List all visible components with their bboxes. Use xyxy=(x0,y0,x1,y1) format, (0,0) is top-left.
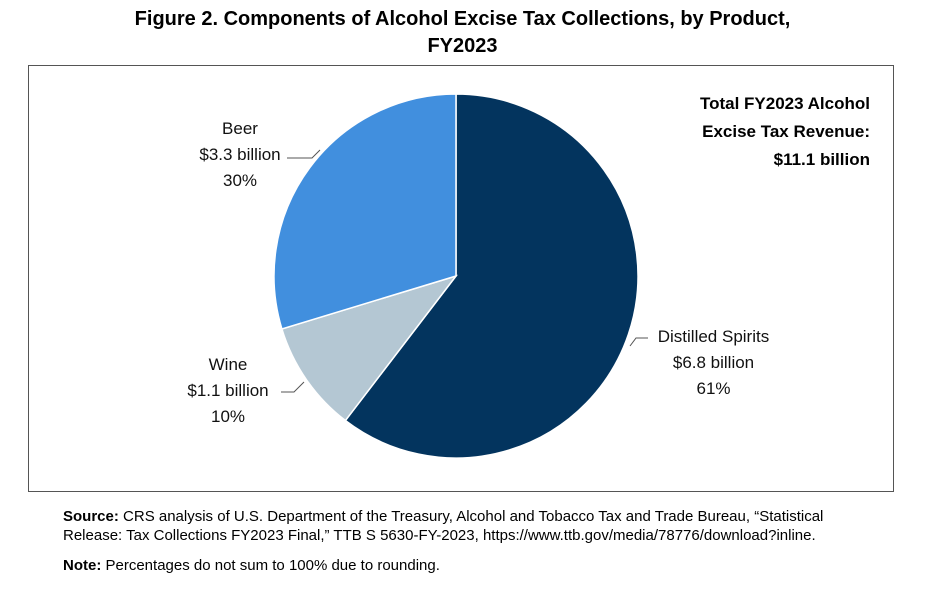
note-text: Percentages do not sum to 100% due to ro… xyxy=(101,557,440,574)
label-wine-name: Wine xyxy=(208,355,248,374)
pie-slice-wine xyxy=(280,274,459,422)
pie-slice-distilled-spirits xyxy=(344,93,639,459)
figure-title-line-1: Figure 2. Components of Alcohol Excise T… xyxy=(134,8,791,30)
label-wine-value: $1.1 billion xyxy=(187,381,269,400)
leader-lines xyxy=(281,149,648,393)
pie-slices xyxy=(273,93,639,459)
label-wine-percent: 10% xyxy=(210,407,246,426)
label-distilled-spirits: Distilled Spirits $6.8 billion 61% xyxy=(636,324,791,402)
label-spirits-value: $6.8 billion xyxy=(672,353,755,372)
label-spirits-percent: 61% xyxy=(696,379,731,398)
total-line-3: $11.1 billion xyxy=(773,150,870,169)
figure-title-line-2: FY2023 xyxy=(427,35,498,57)
label-spirits-name: Distilled Spirits xyxy=(657,327,770,346)
source-text: CRS analysis of U.S. Department of the T… xyxy=(63,508,824,544)
label-wine: Wine $1.1 billion 10% xyxy=(168,352,288,430)
label-beer: Beer $3.3 billion 30% xyxy=(180,116,300,194)
leader-line-wine xyxy=(281,381,305,393)
total-revenue-box: Total FY2023 Alcohol Excise Tax Revenue:… xyxy=(640,90,870,174)
leader-line-distilled-spirits xyxy=(629,337,648,347)
label-beer-name: Beer xyxy=(222,119,258,138)
leader-line-beer xyxy=(287,149,321,159)
figure-notes: Source: CRS analysis of U.S. Department … xyxy=(63,507,853,586)
figure-title: Figure 2. Components of Alcohol Excise T… xyxy=(0,6,925,60)
label-beer-value: $3.3 billion xyxy=(199,145,281,164)
total-line-1: Total FY2023 Alcohol xyxy=(699,94,870,113)
source-label: Source: xyxy=(63,508,119,525)
label-beer-percent: 30% xyxy=(222,171,258,190)
note-label: Note: xyxy=(63,557,102,574)
pie-slice-beer xyxy=(273,93,457,330)
rounding-note: Note: Percentages do not sum to 100% due… xyxy=(63,556,853,575)
total-line-2: Excise Tax Revenue: xyxy=(702,122,870,141)
source-note: Source: CRS analysis of U.S. Department … xyxy=(63,507,853,545)
